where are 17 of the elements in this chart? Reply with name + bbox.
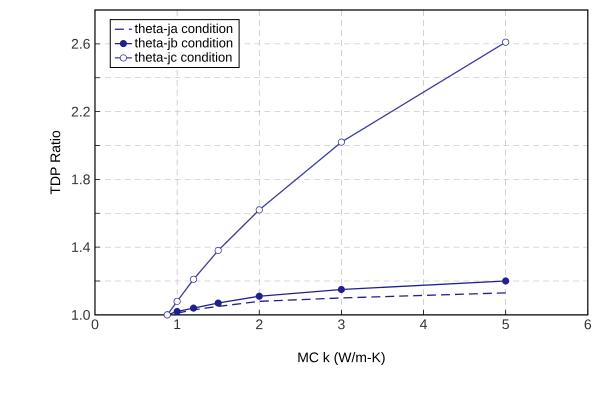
legend-label: theta-ja condition bbox=[134, 24, 232, 36]
y-tick-label: 1.8 bbox=[72, 174, 90, 184]
y-tick-label: 2.6 bbox=[72, 38, 90, 49]
y-tick-label: 1.0 bbox=[72, 310, 90, 320]
x-tick-label: 2 bbox=[256, 319, 262, 330]
y-axis-title: TDP Ratio bbox=[50, 130, 60, 194]
x-axis-title: MC k (W/m-K) bbox=[298, 352, 385, 366]
y-tick-label: 2.2 bbox=[72, 106, 90, 117]
legend-label: theta-jc condition bbox=[134, 52, 232, 64]
x-tick-label: 6 bbox=[584, 319, 592, 330]
x-tick-label: 3 bbox=[338, 319, 345, 330]
x-tick-label: 4 bbox=[420, 319, 427, 330]
x-tick-label: 0 bbox=[92, 319, 98, 330]
x-tick-label: 5 bbox=[502, 319, 509, 330]
y-tick-label: 1.4 bbox=[72, 242, 90, 252]
x-tick-label: 1 bbox=[174, 319, 180, 330]
legend-label: theta-jb condition bbox=[134, 38, 232, 50]
